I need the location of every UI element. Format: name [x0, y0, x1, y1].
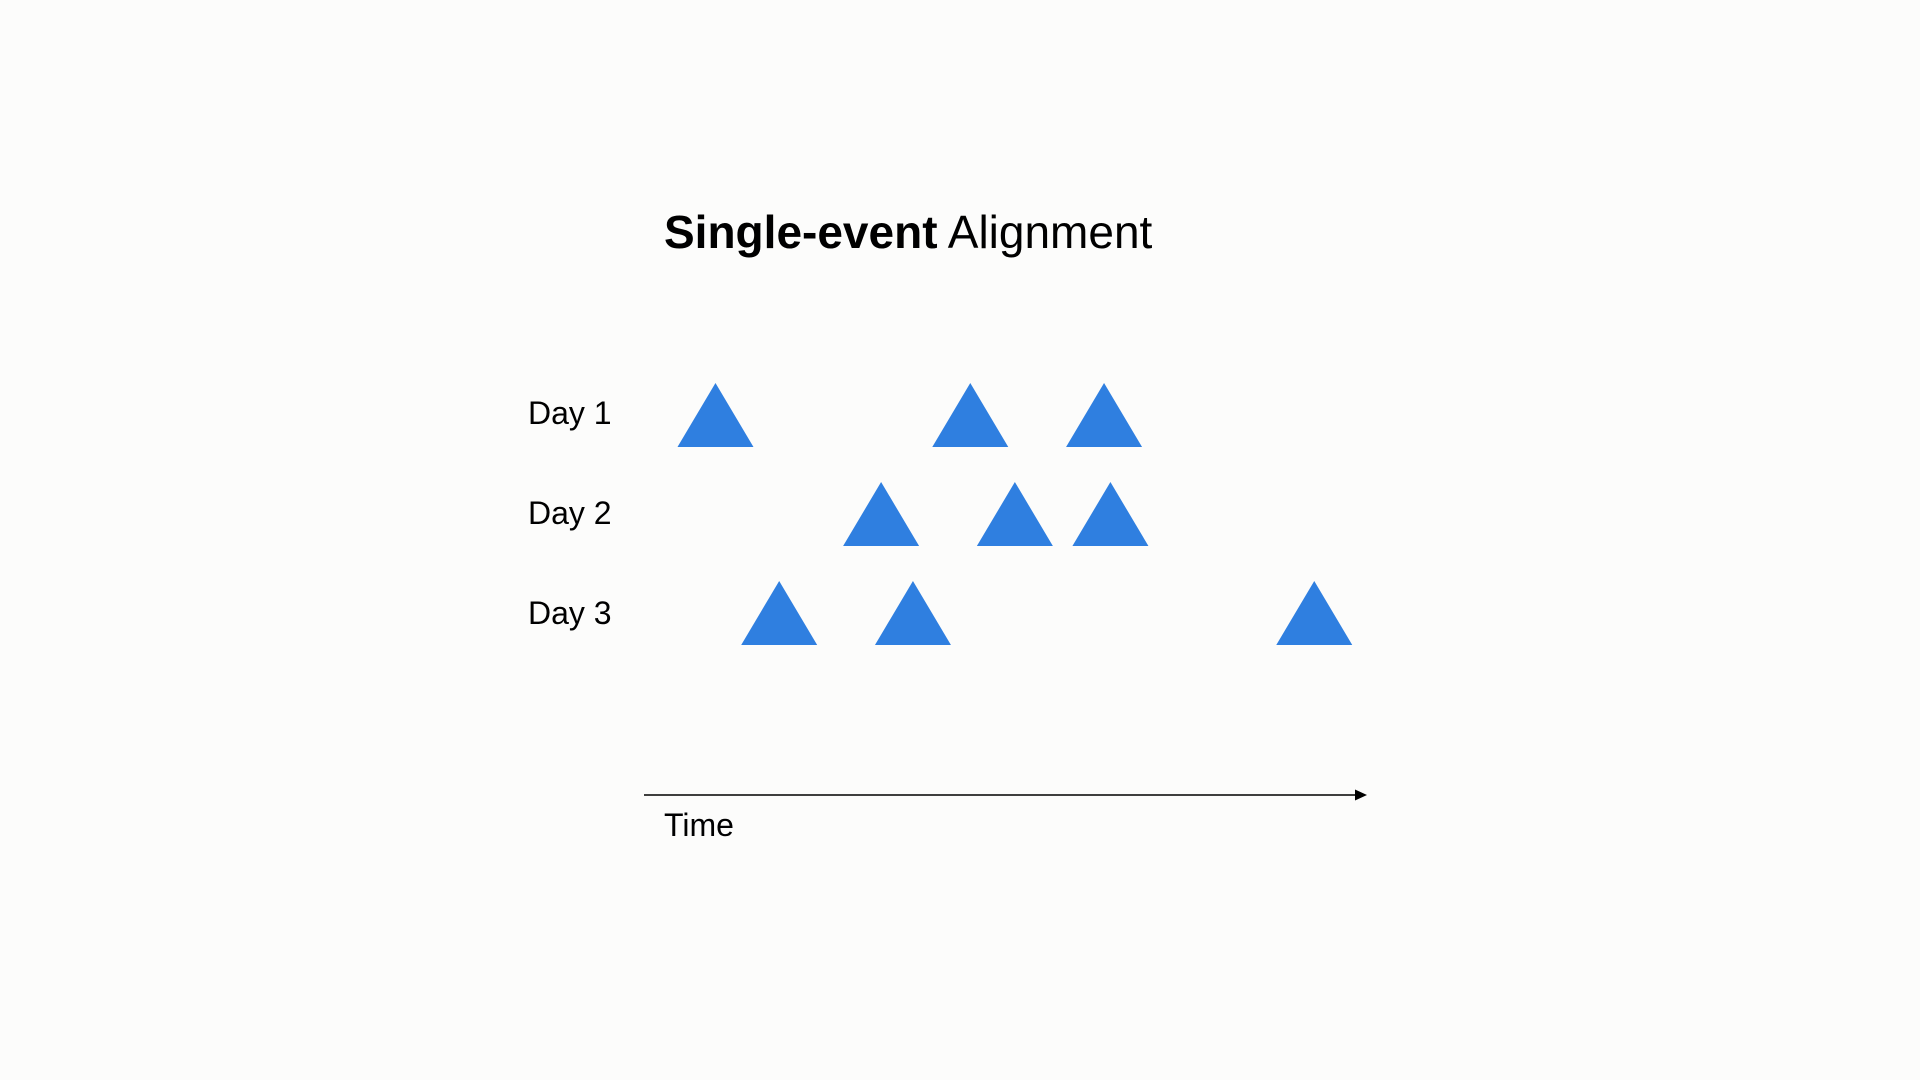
time-axis-label: Time: [664, 807, 734, 843]
event-row: Day 2: [528, 482, 1149, 546]
event-triangle-marker: [1276, 581, 1353, 645]
event-triangle-marker: [1066, 383, 1143, 447]
diagram-title: Single-event Alignment: [664, 206, 1153, 258]
row-label: Day 1: [528, 395, 612, 431]
row-label: Day 2: [528, 495, 612, 531]
row-label: Day 3: [528, 595, 612, 631]
event-row: Day 1: [528, 383, 1143, 447]
event-triangle-marker: [976, 482, 1053, 546]
event-triangle-marker: [843, 482, 920, 546]
event-triangle-marker: [677, 383, 754, 447]
event-triangle-marker: [1072, 482, 1149, 546]
event-triangle-marker: [932, 383, 1009, 447]
time-axis-arrowhead: [1355, 789, 1367, 801]
title-regular-part: Alignment: [938, 206, 1153, 258]
event-row: Day 3: [528, 581, 1353, 645]
time-axis: Time: [644, 789, 1367, 843]
event-triangle-marker: [741, 581, 818, 645]
title-bold-part: Single-event: [664, 206, 938, 258]
event-rows: Day 1 Day 2 Day 3: [528, 383, 1353, 645]
event-triangle-marker: [874, 581, 951, 645]
